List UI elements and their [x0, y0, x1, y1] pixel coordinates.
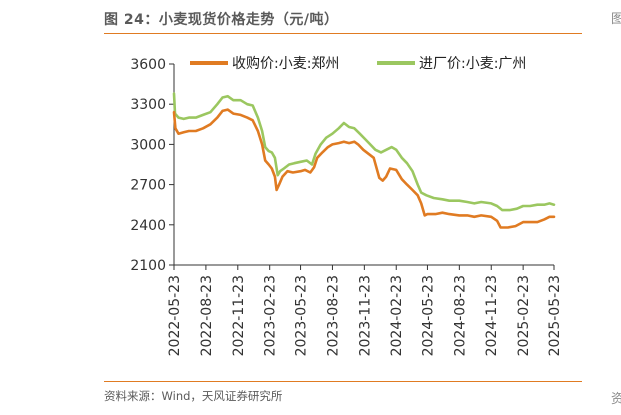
series-line-guangzhou — [172, 92, 556, 212]
y-tick-label: 3300 — [130, 97, 166, 113]
series-line-zhengzhou — [172, 108, 556, 229]
x-tick-label: 2024-05-23 — [420, 275, 436, 356]
x-axis: 2022-05-23 2022-08-23 2022-11-23 2023-02-23… — [167, 264, 563, 356]
x-tick-label: 2024-11-23 — [484, 275, 500, 356]
legend-label: 收购价:小麦:郑州 — [232, 56, 339, 72]
figure-title: 图 24：小麦现货价格走势（元/吨） — [104, 12, 339, 28]
x-tick-label: 2023-02-23 — [263, 275, 279, 356]
next-source-fragment: 资 — [611, 392, 621, 407]
y-tick-label: 3000 — [130, 137, 166, 153]
x-tick-label: 2022-11-23 — [231, 275, 247, 356]
legend-label: 进厂价:小麦:广州 — [419, 56, 526, 72]
y-tick-label: 3600 — [130, 57, 166, 73]
x-tick-label: 2024-08-23 — [452, 275, 468, 356]
x-tick-label: 2022-05-23 — [167, 275, 183, 356]
x-tick-label: 2023-05-23 — [294, 275, 310, 356]
x-tick-label: 2025-05-23 — [547, 275, 563, 356]
plot-area — [172, 92, 556, 229]
x-tick-label: 2025-02-23 — [516, 275, 532, 356]
x-tick-label: 2023-08-23 — [325, 275, 341, 356]
y-tick-label: 2700 — [130, 178, 166, 194]
source-note: 资料来源：Wind，天风证券研究所 — [104, 389, 283, 403]
x-tick-label: 2022-08-23 — [199, 275, 215, 356]
title-rule — [104, 33, 582, 34]
x-tick-label: 2024-02-23 — [389, 275, 405, 356]
x-tick-label: 2023-11-23 — [357, 275, 373, 356]
y-tick-label: 2100 — [130, 258, 166, 274]
y-tick-label: 2400 — [130, 218, 166, 234]
y-axis: 2100 2400 2700 3000 3300 3600 — [130, 57, 175, 274]
source-rule — [104, 381, 582, 382]
next-figure-title-fragment: 图 — [611, 12, 621, 27]
legend: 收购价:小麦:郑州 进厂价:小麦:广州 — [190, 56, 526, 72]
